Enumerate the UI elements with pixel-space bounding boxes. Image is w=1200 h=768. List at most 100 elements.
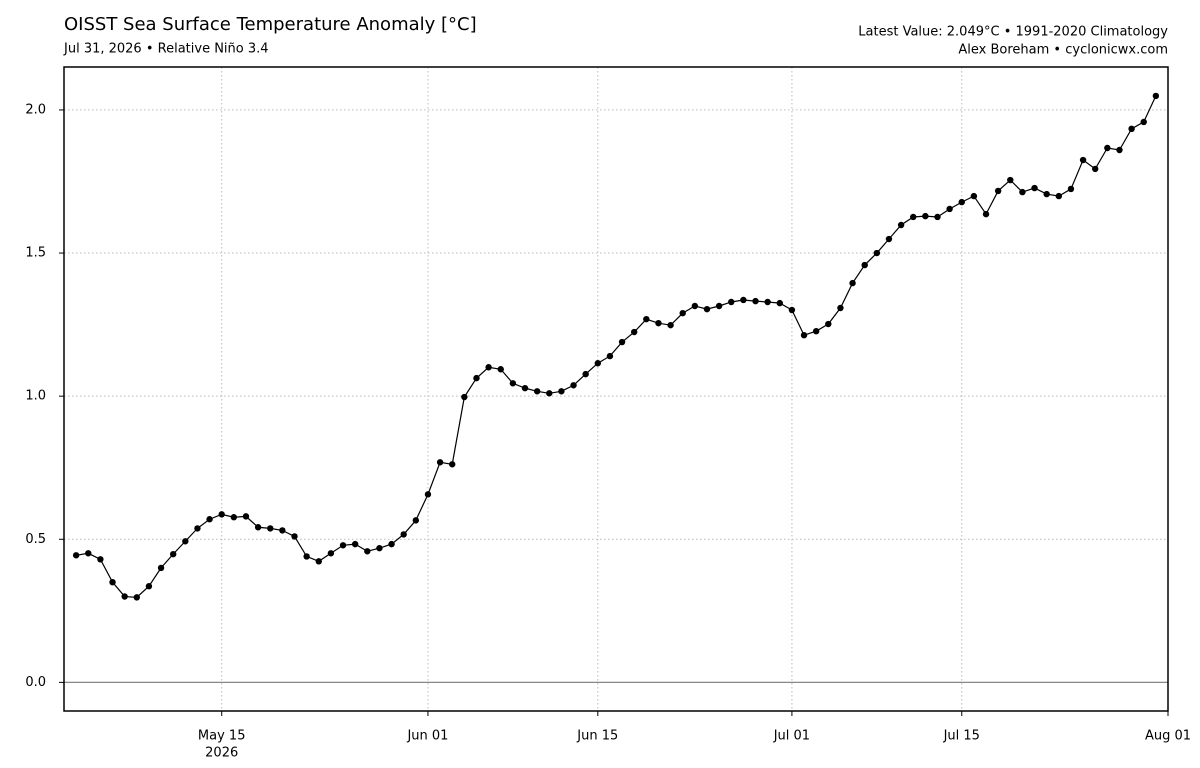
x-tick-label: Jun 01 — [406, 729, 448, 744]
data-point — [533, 388, 541, 395]
data-point — [1140, 118, 1147, 126]
data-point — [206, 516, 213, 523]
data-point — [376, 544, 383, 552]
data-point — [461, 393, 468, 401]
data-point — [182, 538, 189, 545]
data-point — [703, 305, 711, 313]
data-point — [1104, 144, 1111, 152]
data-point — [558, 388, 565, 395]
data-point — [958, 198, 965, 206]
data-point — [1031, 184, 1038, 192]
data-point — [849, 279, 856, 287]
data-point — [618, 338, 626, 346]
data-point — [812, 327, 820, 335]
data-point — [145, 583, 153, 590]
data-point — [885, 235, 893, 243]
data-point — [873, 249, 881, 257]
data-point — [825, 320, 832, 328]
data-point — [691, 302, 699, 310]
y-tick-label: 2.0 — [25, 102, 46, 117]
data-point — [679, 309, 686, 317]
data-point — [497, 366, 504, 373]
data-point — [570, 382, 577, 389]
y-tick-label: 1.0 — [25, 389, 46, 404]
data-point — [218, 511, 225, 518]
data-point — [412, 517, 420, 524]
data-point — [109, 579, 116, 586]
data-line — [76, 95, 1157, 598]
data-point — [800, 331, 808, 339]
data-point — [1079, 156, 1087, 164]
data-point — [946, 205, 953, 213]
data-point — [169, 550, 177, 558]
x-tick-label: Aug 01 — [1145, 729, 1191, 744]
data-point — [752, 297, 759, 305]
data-point — [1152, 92, 1160, 100]
data-point — [1055, 192, 1063, 200]
y-tick-label: 0.0 — [25, 675, 46, 690]
annotation: Alex Boreham • cyclonicwx.com — [958, 43, 1168, 58]
data-point — [133, 594, 140, 601]
data-point — [922, 212, 929, 220]
data-point — [388, 540, 395, 548]
y-tick-label: 1.5 — [25, 246, 46, 261]
data-point — [643, 315, 650, 323]
data-point — [910, 213, 917, 221]
data-point — [1116, 146, 1123, 154]
x-year-label: 2026 — [205, 746, 238, 761]
data-point — [715, 302, 723, 310]
data-point — [279, 527, 286, 534]
data-point — [1007, 176, 1014, 184]
data-point — [655, 319, 662, 327]
data-point — [509, 380, 517, 387]
data-point — [970, 192, 978, 200]
data-point — [485, 364, 492, 371]
data-point — [351, 540, 359, 548]
data-point — [594, 360, 602, 367]
y-tick-label: 0.5 — [25, 532, 46, 547]
data-point — [1128, 125, 1135, 133]
x-tick-label: Jul 01 — [773, 729, 810, 744]
data-point — [521, 384, 529, 392]
data-point — [339, 542, 347, 549]
data-point — [630, 328, 638, 336]
chart-title: OISST Sea Surface Temperature Anomaly [°… — [64, 14, 477, 35]
data-point — [728, 298, 735, 306]
data-point — [97, 556, 104, 563]
data-point — [364, 548, 371, 555]
data-point — [72, 552, 80, 559]
data-point — [837, 304, 844, 312]
data-point — [424, 491, 432, 498]
annotation: Latest Value: 2.049°C • 1991-2020 Climat… — [858, 25, 1168, 40]
data-point — [1043, 190, 1050, 198]
data-point — [303, 553, 310, 560]
x-tick-label: Jun 15 — [576, 729, 618, 744]
data-point — [582, 370, 589, 378]
data-point — [194, 525, 201, 532]
data-point — [740, 296, 747, 304]
x-tick-label: May 15 — [198, 729, 246, 744]
data-point — [934, 213, 941, 221]
data-point — [315, 558, 322, 565]
data-point — [994, 187, 1002, 195]
plot-frame — [63, 66, 1169, 712]
data-point — [85, 550, 92, 557]
data-point — [267, 525, 274, 532]
data-point — [230, 514, 238, 521]
data-point — [242, 513, 250, 520]
data-point — [788, 306, 796, 314]
data-point — [764, 298, 771, 306]
data-point — [254, 524, 262, 531]
data-point — [157, 564, 165, 572]
data-point — [400, 531, 407, 538]
data-point — [121, 593, 128, 600]
x-tick-label: Jul 15 — [943, 729, 980, 744]
data-point — [897, 221, 905, 229]
data-point — [776, 299, 783, 307]
data-point — [473, 374, 480, 382]
data-point — [436, 459, 444, 466]
data-point — [1067, 185, 1075, 193]
data-point — [982, 210, 990, 218]
data-point — [546, 390, 553, 397]
